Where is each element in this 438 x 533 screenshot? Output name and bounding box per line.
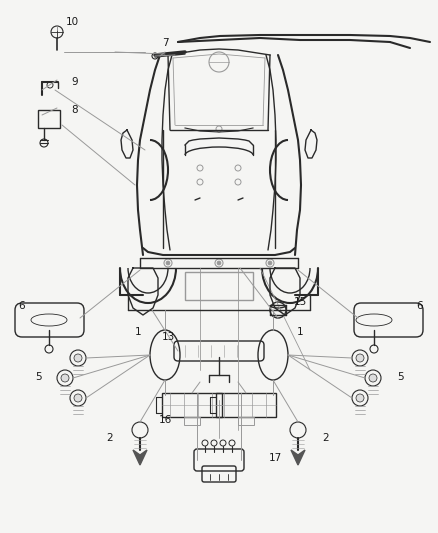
Text: 1: 1 — [297, 327, 303, 337]
Text: 13: 13 — [161, 332, 175, 342]
Circle shape — [74, 394, 82, 402]
Circle shape — [356, 354, 364, 362]
Circle shape — [268, 261, 272, 265]
Bar — [184, 417, 200, 425]
Bar — [216, 393, 276, 417]
Text: 8: 8 — [72, 105, 78, 115]
Text: 7: 7 — [162, 38, 168, 48]
Bar — [185, 272, 253, 300]
Text: 1: 1 — [135, 327, 141, 337]
Circle shape — [369, 374, 377, 382]
Polygon shape — [133, 450, 147, 465]
Text: 6: 6 — [417, 301, 423, 311]
Text: 16: 16 — [159, 415, 172, 425]
Text: 6: 6 — [19, 301, 25, 311]
Bar — [38, 110, 60, 128]
Text: 5: 5 — [397, 372, 403, 382]
Bar — [162, 393, 222, 417]
Text: 2: 2 — [107, 433, 113, 443]
Text: 10: 10 — [65, 17, 78, 27]
Circle shape — [356, 394, 364, 402]
Text: 9: 9 — [72, 77, 78, 87]
Circle shape — [61, 374, 69, 382]
Circle shape — [217, 261, 221, 265]
Bar — [238, 417, 254, 425]
Circle shape — [74, 354, 82, 362]
Text: 15: 15 — [293, 297, 307, 307]
Circle shape — [166, 261, 170, 265]
Polygon shape — [291, 450, 305, 465]
Text: 5: 5 — [35, 372, 41, 382]
Text: 2: 2 — [323, 433, 329, 443]
Text: 17: 17 — [268, 453, 282, 463]
